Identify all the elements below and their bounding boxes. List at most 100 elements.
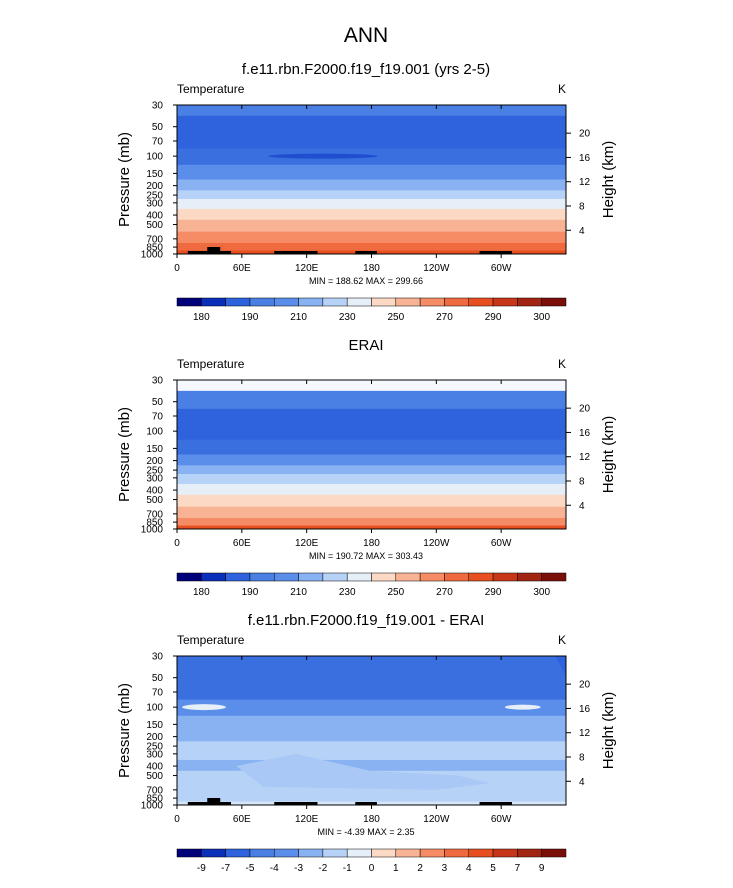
pressure-tick-label: 150 (146, 169, 163, 180)
longitude-tick-label: 60W (491, 538, 512, 549)
pressure-tick-label: 50 (152, 122, 164, 133)
longitude-tick-label: 60E (233, 814, 251, 825)
height-tick-label: 16 (579, 704, 591, 715)
colorbar-label: -9 (197, 863, 206, 874)
longitude-tick-label: 120W (423, 263, 450, 274)
longitude-tick-label: 180 (363, 814, 380, 825)
colorbar-box (419, 297, 445, 307)
units-label: K (558, 82, 566, 96)
colorbar-box (249, 297, 275, 307)
colorbar-box (395, 572, 421, 582)
pressure-tick-label: 1000 (141, 525, 164, 536)
contour-band (177, 423, 566, 441)
longitude-tick-label: 120E (295, 814, 319, 825)
height-tick-label: 12 (579, 177, 591, 188)
colorbar: 180 190 210 230 250 270 290 300 (176, 297, 567, 323)
height-tick-label: 4 (579, 501, 585, 512)
colorbar-box (298, 848, 324, 858)
panels-container: f.e11.rbn.F2000.f19_f19.001 (yrs 2-5) Tem… (116, 61, 617, 874)
panel-3: f.e11.rbn.F2000.f19_f19.001 - ERAITemper… (116, 612, 617, 874)
units-label: K (558, 633, 566, 647)
topography-mask (274, 251, 318, 254)
pressure-tick-label: 400 (146, 486, 163, 497)
topography-mask (207, 798, 221, 805)
pressure-tick-label: 250 (146, 466, 163, 477)
variable-label: Temperature (177, 82, 245, 96)
pressure-tick-label: 400 (146, 762, 163, 773)
min-max-stats: MIN = 190.72 MAX = 303.43 (309, 551, 423, 561)
colorbar-box (468, 572, 494, 582)
height-tick-label: 20 (579, 680, 591, 691)
contour-field (177, 380, 566, 529)
anomaly-region (236, 753, 491, 790)
colorbar-box (274, 572, 299, 582)
y-axis-title: Pressure (mb) (116, 407, 133, 502)
pressure-tick-label: 250 (146, 191, 163, 202)
colorbar-box (395, 848, 421, 858)
colorbar-box (298, 297, 324, 307)
colorbar-label: 300 (533, 312, 550, 323)
topography-mask (355, 251, 377, 254)
pressure-tick-label: 500 (146, 495, 163, 506)
contour-band (177, 684, 566, 701)
colorbar-box (346, 297, 372, 307)
pressure-tick-label: 1000 (141, 801, 164, 812)
colorbar-label: 3 (442, 863, 448, 874)
colorbar-label: 190 (242, 312, 259, 323)
colorbar-box (225, 572, 251, 582)
pressure-tick-label: 300 (146, 198, 163, 209)
colorbar-label: 180 (193, 587, 210, 598)
contour-band (177, 759, 566, 772)
colorbar-box (419, 572, 445, 582)
colorbar-label: 2 (417, 863, 423, 874)
y-axis-title: Pressure (mb) (116, 132, 133, 227)
contour-band (177, 408, 566, 425)
colorbar-label: 210 (290, 587, 307, 598)
colorbar-label: 210 (290, 312, 307, 323)
colorbar-label: 290 (485, 587, 502, 598)
colorbar: -9 -7 -5 -4 -3 -2 -1 0 1 2 3 4 5 7 9 (176, 848, 567, 874)
longitude-tick-label: 0 (174, 538, 180, 549)
pressure-tick-label: 100 (146, 703, 163, 714)
anomaly-region (177, 656, 566, 688)
pressure-tick-label: 70 (152, 137, 164, 148)
contour-band (177, 494, 566, 508)
height-tick-label: 20 (579, 404, 591, 415)
contour-band (177, 105, 566, 117)
height-tick-label: 8 (579, 476, 585, 487)
contour-band (177, 525, 566, 529)
contour-band (177, 699, 566, 717)
colorbar-box (517, 848, 542, 858)
longitude-tick-label: 120E (295, 263, 319, 274)
colorbar-box (371, 572, 397, 582)
pressure-tick-label: 100 (146, 152, 163, 163)
colorbar-label: 270 (436, 587, 453, 598)
contour-band (177, 715, 566, 731)
colorbar-box (346, 572, 372, 582)
pressure-tick-label: 30 (152, 101, 164, 112)
colorbar-box (298, 572, 324, 582)
pressure-tick-label: 300 (146, 749, 163, 760)
contour-band (177, 465, 566, 475)
colorbar-box (541, 572, 567, 582)
colorbar-label: 270 (436, 312, 453, 323)
colorbar-label: 0 (369, 863, 375, 874)
colorbar-box (322, 297, 348, 307)
pressure-tick-label: 30 (152, 376, 164, 387)
colorbar-label: 5 (490, 863, 496, 874)
contour-band (177, 506, 566, 519)
pressure-tick-label: 100 (146, 427, 163, 438)
colorbar-label: -1 (343, 863, 352, 874)
contour-band (177, 208, 566, 221)
figure-title: ANN (344, 24, 388, 47)
min-max-stats: MIN = 188.62 MAX = 299.66 (309, 276, 423, 286)
longitude-tick-label: 0 (174, 263, 180, 274)
right-axis-title: Height (km) (600, 141, 617, 219)
colorbar-box (201, 572, 226, 582)
topography-mask (479, 251, 512, 254)
colorbar-label: 230 (339, 312, 356, 323)
y-axis-title: Pressure (mb) (116, 683, 133, 778)
pressure-tick-label: 700 (146, 234, 163, 245)
height-tick-label: 20 (579, 129, 591, 140)
